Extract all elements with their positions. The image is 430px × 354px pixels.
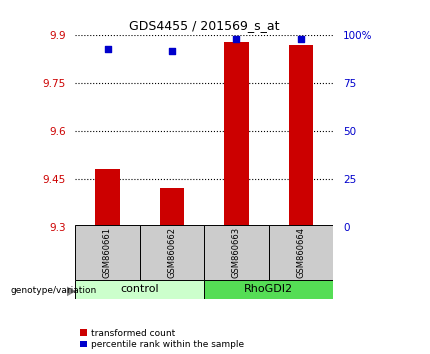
- Bar: [160, 188, 184, 227]
- Text: GSM860664: GSM860664: [297, 227, 305, 278]
- Bar: [75, 280, 204, 299]
- Text: RhoGDI2: RhoGDI2: [244, 284, 293, 295]
- Point: [169, 48, 175, 53]
- Legend: transformed count, percentile rank within the sample: transformed count, percentile rank withi…: [80, 329, 244, 349]
- Point: [104, 46, 111, 52]
- Bar: [204, 225, 269, 280]
- Bar: [204, 280, 333, 299]
- Bar: [75, 225, 140, 280]
- Text: GSM860663: GSM860663: [232, 227, 241, 278]
- Bar: [95, 169, 120, 227]
- Bar: [140, 225, 204, 280]
- Bar: [289, 45, 313, 227]
- Text: GSM860662: GSM860662: [168, 227, 176, 278]
- Bar: [269, 225, 333, 280]
- Text: control: control: [120, 284, 159, 295]
- Text: GSM860661: GSM860661: [103, 227, 112, 278]
- Point: [233, 36, 240, 42]
- Text: genotype/variation: genotype/variation: [11, 286, 97, 296]
- Bar: [224, 42, 249, 227]
- Point: [298, 36, 304, 42]
- Text: GDS4455 / 201569_s_at: GDS4455 / 201569_s_at: [129, 19, 280, 33]
- Polygon shape: [67, 287, 74, 296]
